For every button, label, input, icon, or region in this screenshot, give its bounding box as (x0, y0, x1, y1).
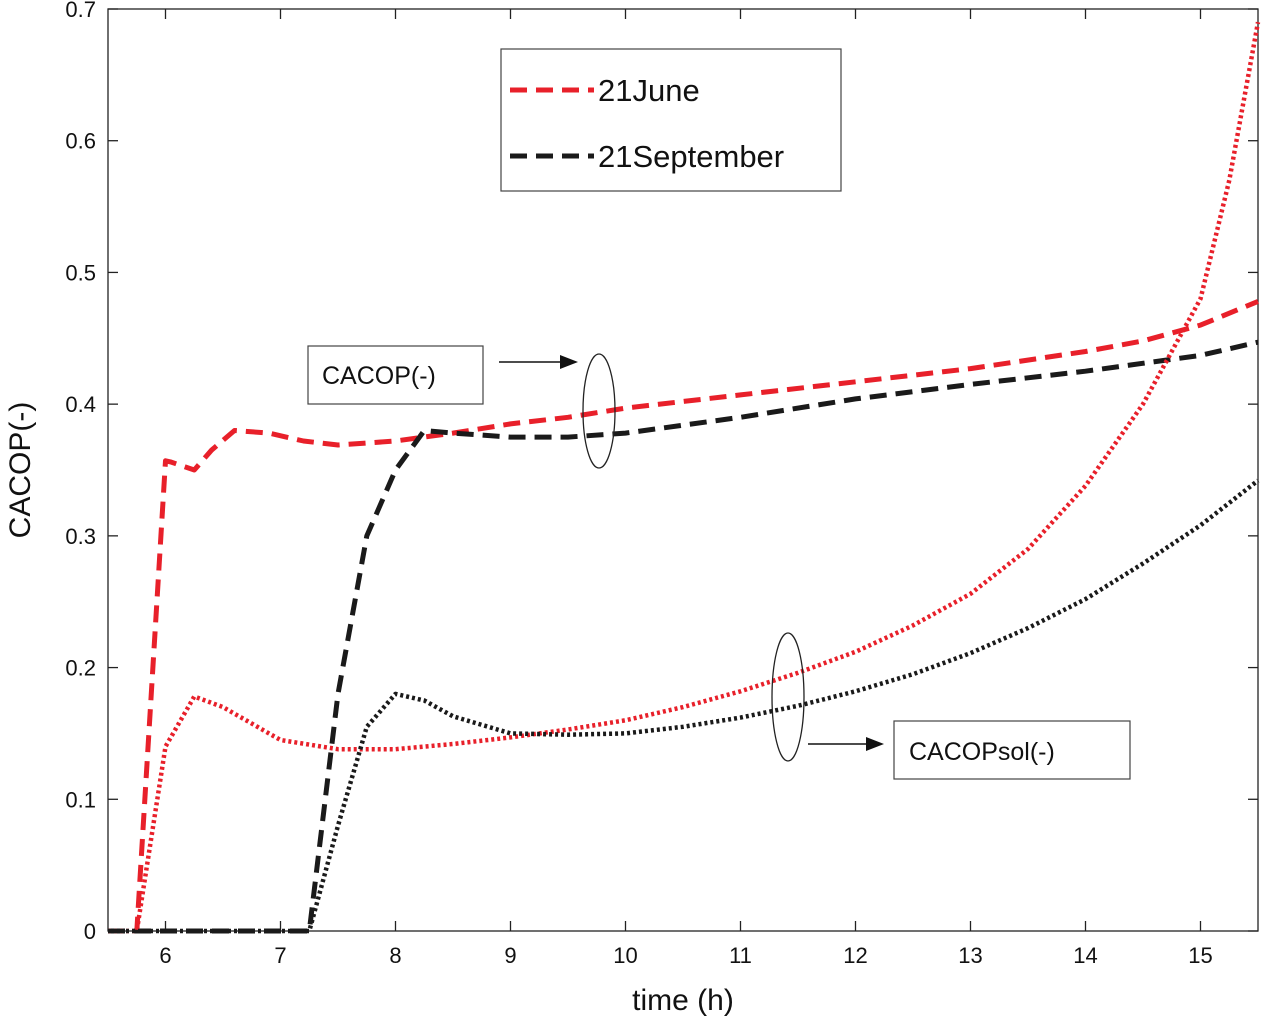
legend: 21June 21September (500, 48, 842, 192)
x-axis: 6 7 8 9 10 11 12 13 14 15 (159, 9, 1213, 968)
y-tick-label: 0.7 (65, 0, 96, 22)
series-line-1 (108, 299, 1259, 934)
series-line-4 (108, 478, 1260, 934)
x-tick-label: 6 (159, 943, 171, 968)
annotation-cacopsol-box (893, 720, 1131, 780)
annotation-cacopsol-label: CACOPsol(-) (909, 738, 1055, 766)
x-tick-label: 10 (613, 943, 637, 968)
annotation-cacop-label: CACOP(-) (322, 362, 436, 390)
x-tick-label: 8 (389, 943, 401, 968)
x-tick-label: 11 (729, 943, 752, 968)
annotation-cacop-ellipse (582, 353, 616, 469)
x-tick-label: 7 (274, 943, 286, 968)
plot-frame (107, 8, 1259, 932)
legend-label-21september: 21September (598, 139, 784, 174)
series-layer (108, 21, 1261, 934)
y-tick-label: 0.5 (65, 260, 96, 285)
annotation-cacopsol-ellipse (771, 632, 805, 762)
y-axis: 0 0.1 0.2 0.3 0.4 0.5 0.6 0.7 (65, 0, 1258, 944)
y-axis-title: CACOP(-) (4, 402, 37, 539)
x-tick-label: 9 (504, 943, 516, 968)
x-tick-label: 12 (843, 943, 867, 968)
legend-label-21june: 21June (598, 73, 700, 108)
y-tick-label: 0 (84, 919, 96, 944)
y-tick-label: 0.1 (65, 787, 96, 812)
annotation-cacop: CACOP(-) (307, 345, 616, 469)
x-tick-label: 15 (1188, 943, 1212, 968)
series-line-3 (108, 21, 1261, 934)
y-tick-label: 0.2 (65, 656, 96, 681)
series-line-2 (108, 339, 1259, 934)
annotation-cacopsol-arrowhead (866, 737, 884, 751)
x-tick-label: 14 (1073, 943, 1097, 968)
legend-box (500, 48, 842, 192)
y-tick-label: 0.6 (65, 129, 96, 154)
y-tick-label: 0.4 (65, 392, 96, 417)
annotation-cacopsol: CACOPsol(-) (771, 632, 1131, 780)
y-tick-label: 0.3 (65, 524, 96, 549)
x-tick-label: 13 (958, 943, 982, 968)
x-axis-title: time (h) (632, 984, 734, 1017)
annotation-cacop-arrowhead (560, 355, 578, 369)
annotation-cacop-box (307, 345, 484, 405)
